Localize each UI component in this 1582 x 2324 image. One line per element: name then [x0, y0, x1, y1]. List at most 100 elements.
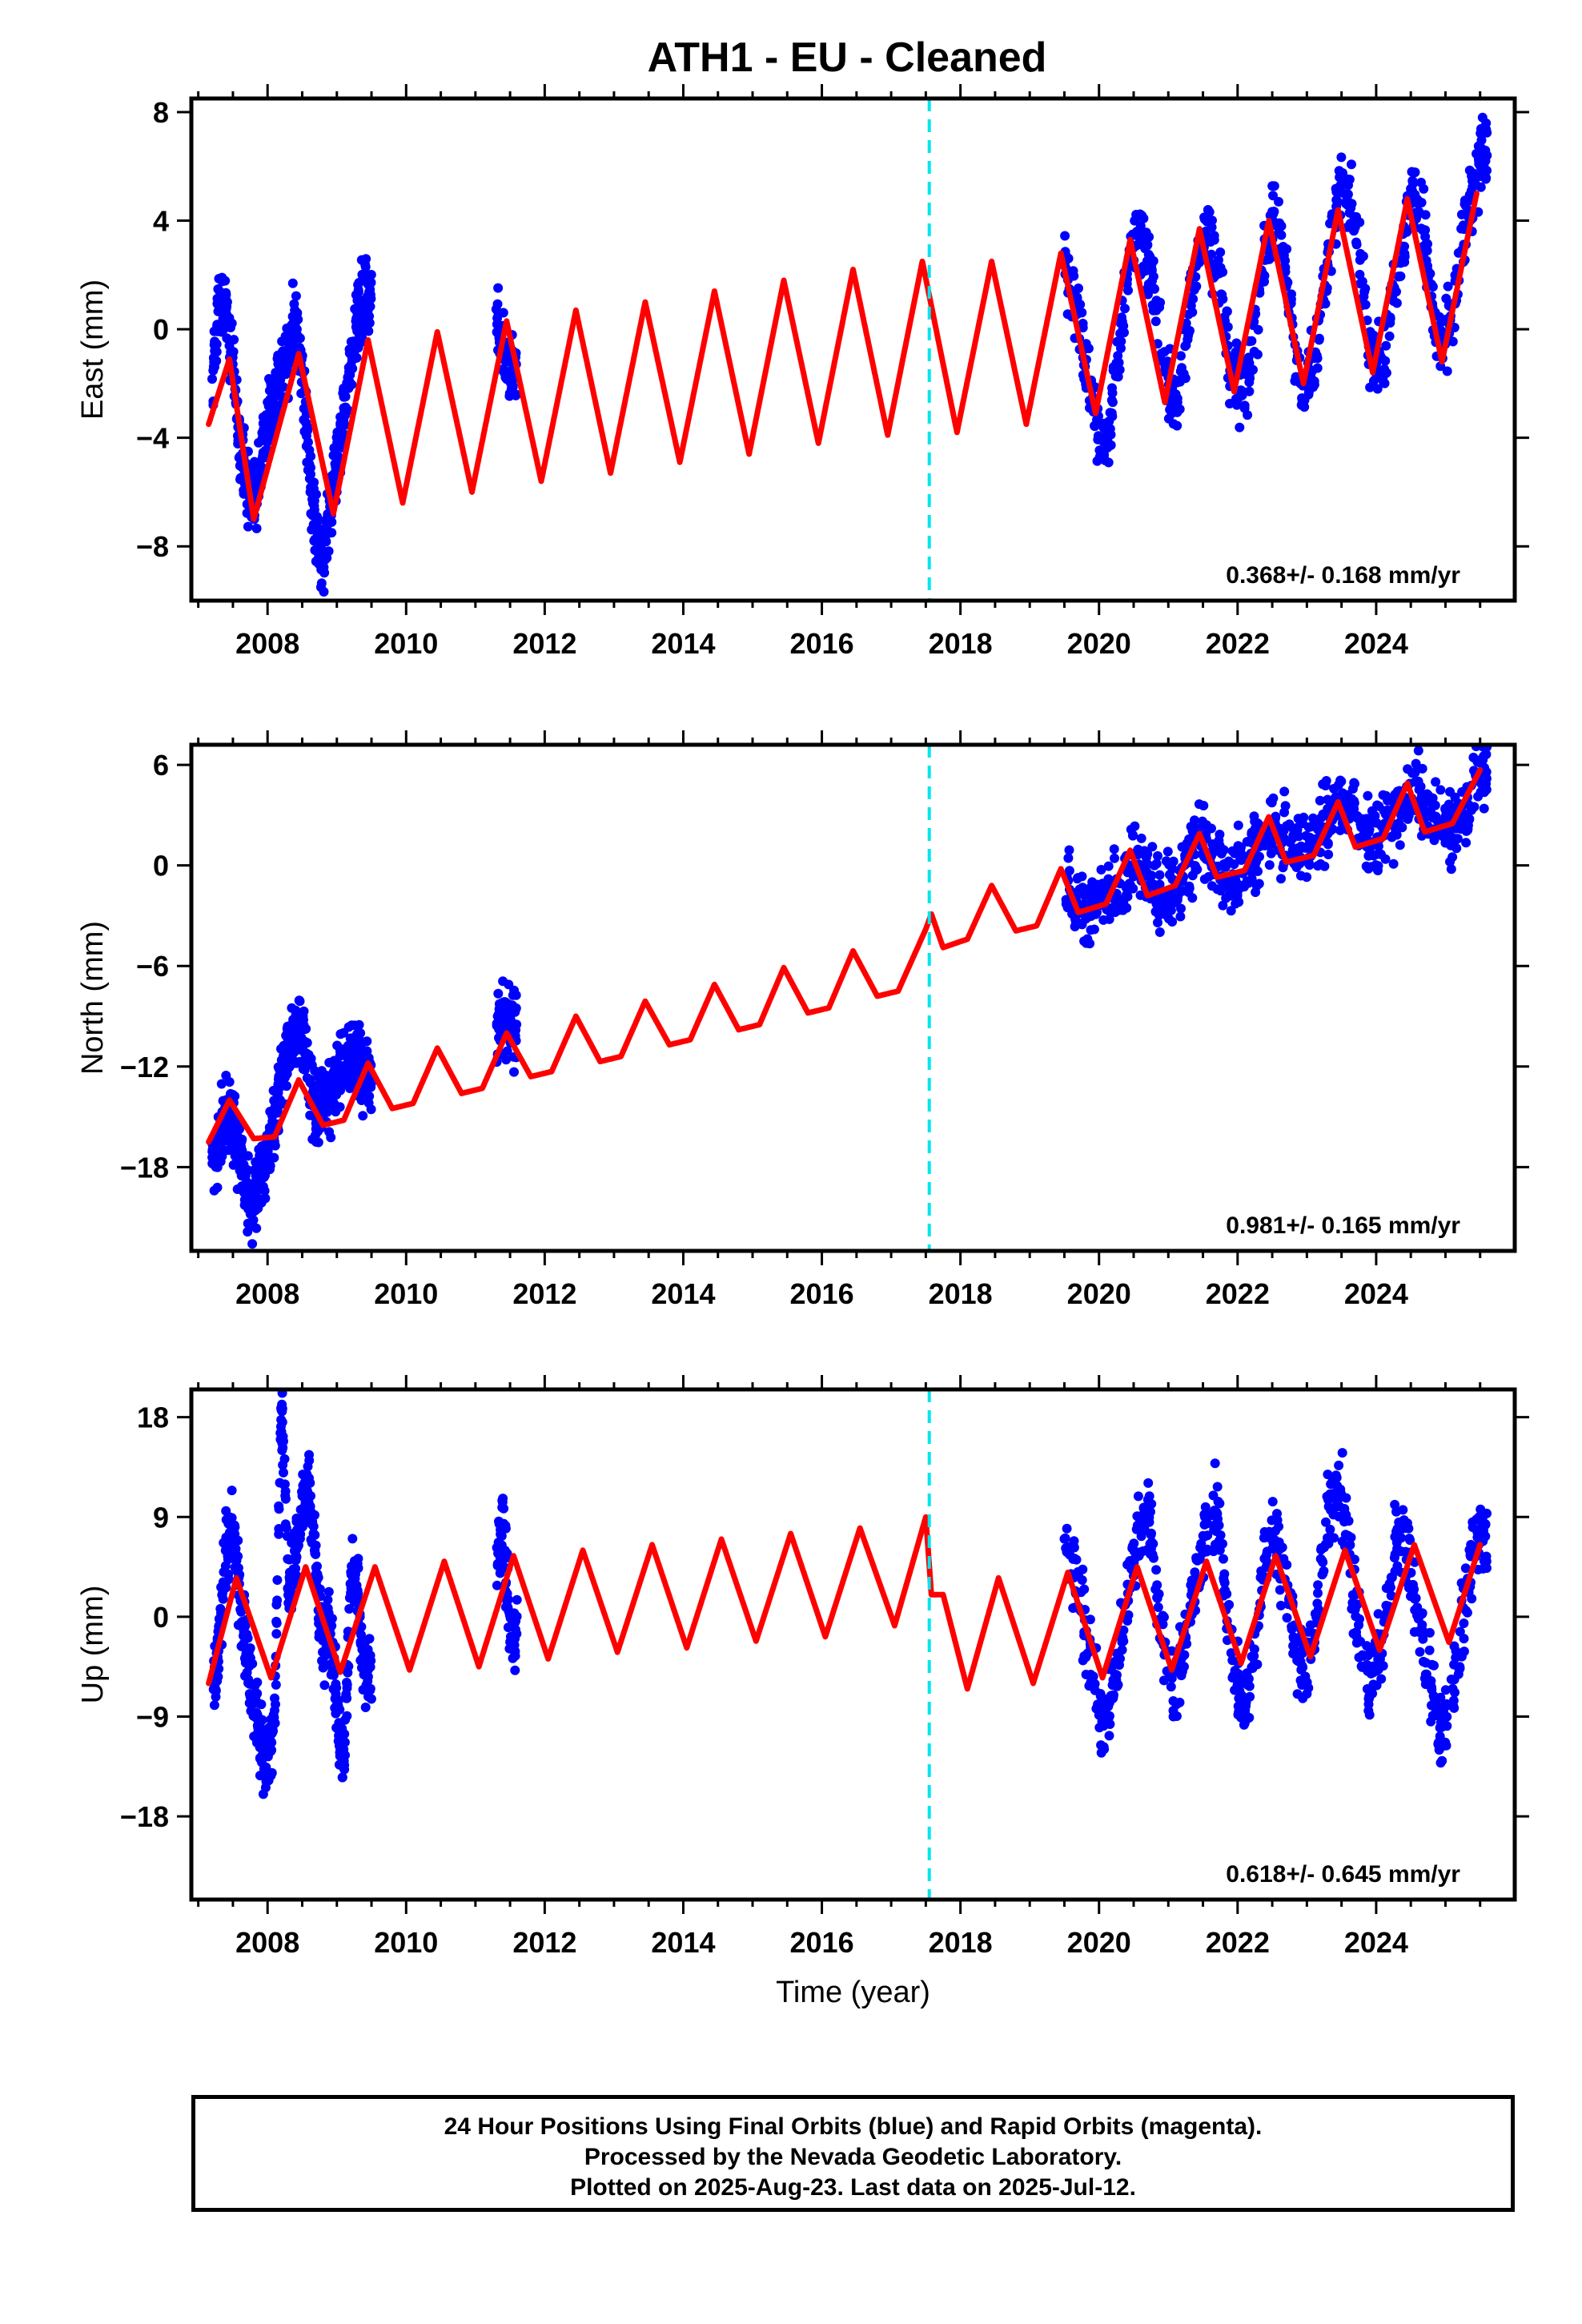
- observation-point: [1421, 1658, 1431, 1668]
- observation-point: [1264, 860, 1275, 870]
- observation-point: [1118, 1636, 1129, 1647]
- observation-point: [1267, 1497, 1278, 1507]
- observation-point: [366, 294, 376, 304]
- observation-point: [1370, 810, 1380, 821]
- observation-point: [1436, 327, 1447, 336]
- observation-point: [1368, 1647, 1379, 1658]
- observation-point: [250, 1188, 260, 1198]
- observation-point: [1449, 1675, 1460, 1685]
- observation-point: [511, 990, 521, 1000]
- observation-point: [1442, 366, 1452, 376]
- observation-point: [1138, 862, 1149, 873]
- observation-point: [1313, 1580, 1323, 1590]
- observation-point: [360, 1703, 371, 1712]
- observation-point: [277, 1389, 287, 1398]
- observation-point: [243, 1151, 253, 1161]
- observation-point: [287, 278, 298, 288]
- observation-point: [1347, 159, 1356, 170]
- y-tick-label: −9: [136, 1701, 169, 1734]
- observation-point: [1275, 1600, 1286, 1610]
- observation-point: [1335, 775, 1346, 786]
- observation-point: [229, 335, 239, 345]
- observation-point: [1143, 249, 1154, 259]
- plot-area: [206, 745, 1492, 1249]
- observation-point: [258, 1181, 268, 1192]
- observation-point: [1467, 1594, 1477, 1604]
- observation-point: [1449, 1703, 1460, 1713]
- observation-point: [1385, 1582, 1395, 1593]
- observation-point: [1390, 1499, 1400, 1510]
- observation-point: [1253, 324, 1263, 335]
- observation-point: [1212, 1482, 1223, 1492]
- observation-point: [1291, 827, 1302, 838]
- observation-point: [1476, 778, 1486, 788]
- observation-point: [510, 1665, 520, 1675]
- observation-point: [297, 1522, 307, 1532]
- observation-point: [343, 405, 353, 416]
- observation-point: [1268, 191, 1278, 201]
- observation-point: [251, 1223, 262, 1233]
- observation-point: [1158, 895, 1169, 905]
- observation-point: [360, 262, 371, 272]
- observation-point: [1479, 787, 1489, 798]
- observation-point: [1335, 825, 1345, 835]
- observation-point: [1417, 1609, 1427, 1619]
- observation-point: [1412, 1602, 1423, 1613]
- observation-point: [1321, 1517, 1331, 1527]
- observation-point: [313, 1137, 323, 1148]
- observation-point: [307, 1060, 317, 1070]
- observation-point: [1398, 1505, 1408, 1515]
- observation-point: [222, 1119, 232, 1129]
- observation-point: [339, 1764, 350, 1775]
- observation-point: [1417, 1626, 1427, 1636]
- observation-point: [277, 1406, 287, 1417]
- observation-point: [1122, 867, 1133, 878]
- y-tick-label: 0: [153, 1601, 169, 1634]
- observation-point: [1176, 351, 1186, 361]
- observation-point: [361, 1667, 371, 1677]
- observation-point: [1144, 231, 1154, 242]
- observation-point: [1269, 207, 1279, 217]
- observation-point: [271, 1599, 282, 1610]
- observation-point: [1352, 1599, 1363, 1610]
- observation-point: [1074, 283, 1083, 293]
- observation-point: [1082, 934, 1093, 944]
- observation-point: [1315, 795, 1325, 806]
- observation-point: [265, 1154, 275, 1164]
- observation-point: [274, 1529, 284, 1539]
- observation-point: [263, 433, 273, 444]
- observation-point: [1078, 1564, 1088, 1574]
- observation-point: [304, 1455, 315, 1466]
- observation-point: [1120, 304, 1130, 314]
- observation-point: [242, 508, 252, 518]
- observation-point: [347, 380, 357, 390]
- observation-point: [1215, 1545, 1225, 1555]
- observation-point: [362, 1046, 372, 1056]
- observation-point: [495, 1568, 505, 1578]
- footer-line-1: 24 Hour Positions Using Final Orbits (bl…: [444, 2113, 1263, 2140]
- observation-point: [231, 1549, 241, 1559]
- y-tick-label: 9: [153, 1501, 169, 1534]
- observation-point: [1341, 1493, 1351, 1503]
- observation-point: [1477, 1512, 1488, 1522]
- observation-point: [1062, 1523, 1072, 1534]
- observation-point: [1372, 384, 1383, 394]
- observation-point: [1154, 1589, 1164, 1599]
- x-tick-label: 2018: [929, 627, 993, 660]
- observation-point: [340, 1715, 351, 1725]
- observation-point: [256, 1715, 267, 1726]
- observation-point: [311, 1575, 322, 1586]
- rate-label: 0.981+/- 0.165 mm/yr: [1226, 1212, 1460, 1239]
- observation-point: [347, 364, 358, 374]
- observation-point: [323, 1594, 333, 1605]
- observation-point: [1166, 1682, 1176, 1692]
- observation-point: [1407, 167, 1417, 177]
- observation-point: [1439, 1719, 1449, 1729]
- observation-point: [291, 291, 301, 301]
- observation-point: [1287, 289, 1296, 300]
- observation-point: [1133, 231, 1143, 242]
- observation-point: [1451, 1652, 1461, 1663]
- observation-point: [1102, 443, 1113, 452]
- observation-point: [1219, 845, 1229, 855]
- panel-up: 2008 2010 2012 2014 2016 2018 2020 2022 20241890…: [76, 1375, 1529, 2009]
